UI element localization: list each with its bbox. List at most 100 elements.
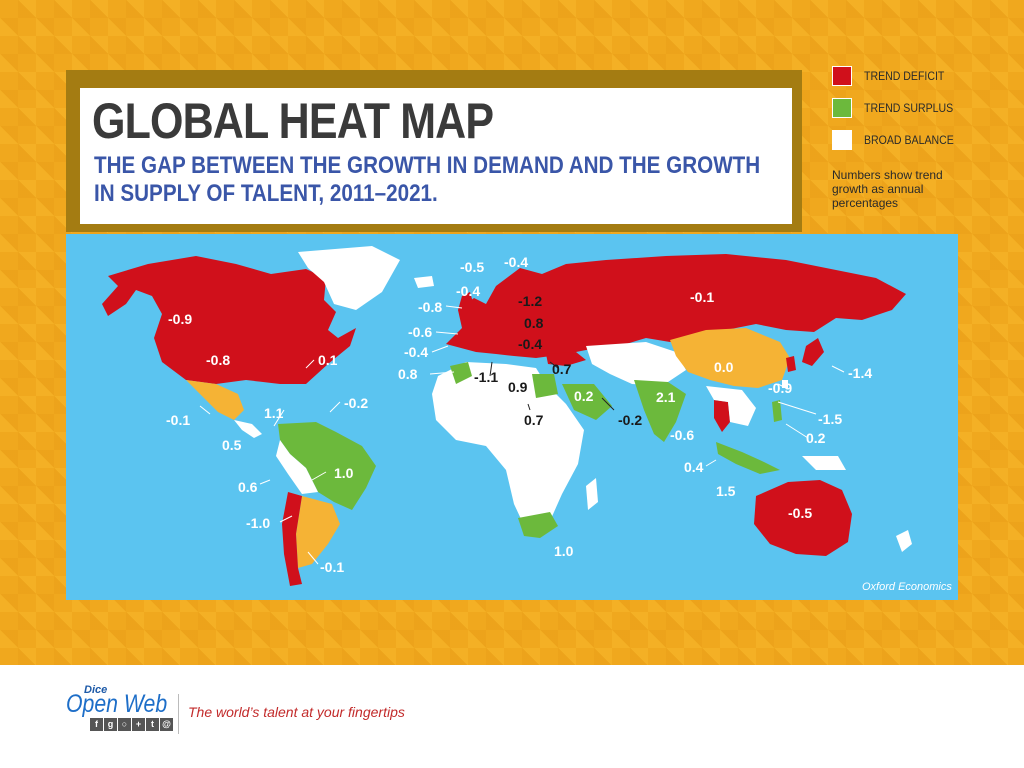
map-value-label: -0.4 <box>518 336 542 352</box>
world-map: -0.9 -0.8 0.1 -0.1 1.1 -0.2 0.5 1.0 0.6 -1.0 -0.1 -… <box>102 246 912 586</box>
label-leader-line <box>831 365 845 373</box>
region-north-africa <box>432 362 584 534</box>
map-value-label: 0.2 <box>806 430 826 446</box>
region-south-america-green <box>278 422 376 510</box>
footer <box>0 665 1024 768</box>
map-value-label: 0.9 <box>508 379 528 395</box>
googleplus-icon[interactable]: + <box>132 718 145 731</box>
map-value-label: -0.2 <box>344 395 368 411</box>
region-north-america <box>102 256 356 384</box>
legend-label-deficit: TREND DEFICIT <box>864 69 945 83</box>
label-leader-line <box>489 361 493 377</box>
label-leader-line <box>785 423 809 439</box>
map-value-label: -0.4 <box>456 283 480 299</box>
map-value-label: 0.6 <box>238 479 258 495</box>
email-icon[interactable]: @ <box>160 718 173 731</box>
region-greenland <box>298 246 400 310</box>
region-taiwan <box>782 380 788 388</box>
map-value-label: 1.5 <box>716 483 736 499</box>
region-turkey <box>546 352 586 366</box>
map-value-label: -0.6 <box>408 324 432 340</box>
page-title: GLOBAL HEAT MAP <box>92 93 494 149</box>
subtitle-line-1: THE GAP BETWEEN THE GROWTH IN DEMAND AND… <box>94 152 761 179</box>
region-japan <box>802 338 824 366</box>
map-value-label: -0.1 <box>320 559 344 575</box>
region-india <box>634 380 686 442</box>
subtitle-line-2: IN SUPPLY OF TALENT, 2011–2021. <box>94 180 438 207</box>
region-korea <box>786 356 796 372</box>
label-leader-line <box>549 361 559 369</box>
label-leader-line <box>435 331 459 335</box>
region-europe-russia <box>446 254 906 358</box>
region-central-america <box>234 420 262 438</box>
map-value-label: 0.1 <box>318 352 338 368</box>
map-value-label: -0.1 <box>690 289 714 305</box>
region-new-guinea <box>802 456 846 470</box>
label-leader-line <box>311 471 327 481</box>
map-value-label: -0.8 <box>206 352 230 368</box>
map-value-label: 0.2 <box>574 388 594 404</box>
label-leader-line <box>527 403 531 411</box>
map-value-label: 0.0 <box>714 359 734 375</box>
region-philippines <box>772 400 782 422</box>
label-leader-line <box>199 405 211 415</box>
map-value-label: 0.5 <box>222 437 242 453</box>
brand-small: Dice <box>84 684 108 696</box>
region-egypt <box>532 374 558 398</box>
region-indonesia <box>716 442 780 474</box>
region-south-africa <box>518 512 558 538</box>
label-leader-line <box>601 397 615 411</box>
label-leader-line <box>777 383 787 389</box>
legend-swatch-deficit <box>832 66 852 86</box>
label-leader-line <box>307 551 319 565</box>
twitter-icon[interactable]: t <box>146 718 159 731</box>
map-value-label: 1.0 <box>334 465 354 481</box>
label-leader-line <box>431 345 449 353</box>
legend-swatch-surplus <box>832 98 852 118</box>
map-value-label: -0.5 <box>460 259 484 275</box>
rss-icon[interactable]: ○ <box>118 718 131 731</box>
map-value-label: -0.5 <box>788 505 812 521</box>
map-value-label: -0.4 <box>404 344 428 360</box>
region-saudi <box>562 384 612 420</box>
google-icon[interactable]: g <box>104 718 117 731</box>
footer-divider <box>178 694 179 734</box>
region-iceland <box>414 276 434 288</box>
map-value-label: 2.1 <box>656 389 676 405</box>
label-leader-line <box>777 401 817 415</box>
source-credit: Oxford Economics <box>862 581 952 593</box>
label-leader-line <box>445 305 463 309</box>
map-value-label: 0.7 <box>552 361 572 377</box>
region-mexico <box>186 380 244 420</box>
value-labels: -0.9 -0.8 0.1 -0.1 1.1 -0.2 0.5 1.0 0.6 -1.0 -0.1 -… <box>166 254 872 575</box>
map-value-label: -1.2 <box>518 293 542 309</box>
facebook-icon[interactable]: f <box>90 718 103 731</box>
label-leader-line <box>305 359 315 369</box>
region-new-zealand <box>896 530 912 552</box>
map-value-label: -1.1 <box>474 369 498 385</box>
label-leader-line <box>279 515 293 523</box>
map-value-label: 1.1 <box>264 405 284 421</box>
map-value-label: -0.1 <box>166 412 190 428</box>
map-value-label: -0.9 <box>768 380 792 396</box>
region-argentina <box>296 496 340 568</box>
map-value-label: -1.5 <box>818 411 842 427</box>
region-australia <box>754 480 852 556</box>
map-value-label: -1.4 <box>848 365 872 381</box>
legend-label-balance: BROAD BALANCE <box>864 133 954 147</box>
brand-logo[interactable]: Open Web <box>66 690 168 718</box>
label-leader-line <box>329 401 341 413</box>
map-value-label: 0.8 <box>398 366 418 382</box>
map-value-label: -0.4 <box>504 254 528 270</box>
map-value-label: -0.9 <box>168 311 192 327</box>
map-value-label: -1.0 <box>246 515 270 531</box>
region-chile <box>282 492 302 586</box>
title-box <box>80 88 792 224</box>
region-china <box>670 328 790 388</box>
region-morocco <box>450 362 472 384</box>
page-subtitle: THE GAP BETWEEN THE GROWTH IN DEMAND AND… <box>94 152 799 208</box>
map-value-label: 0.7 <box>524 412 544 428</box>
region-madagascar <box>586 478 598 510</box>
legend-note: Numbers show trend growth as annual perc… <box>832 168 943 210</box>
map-value-label: -0.8 <box>418 299 442 315</box>
